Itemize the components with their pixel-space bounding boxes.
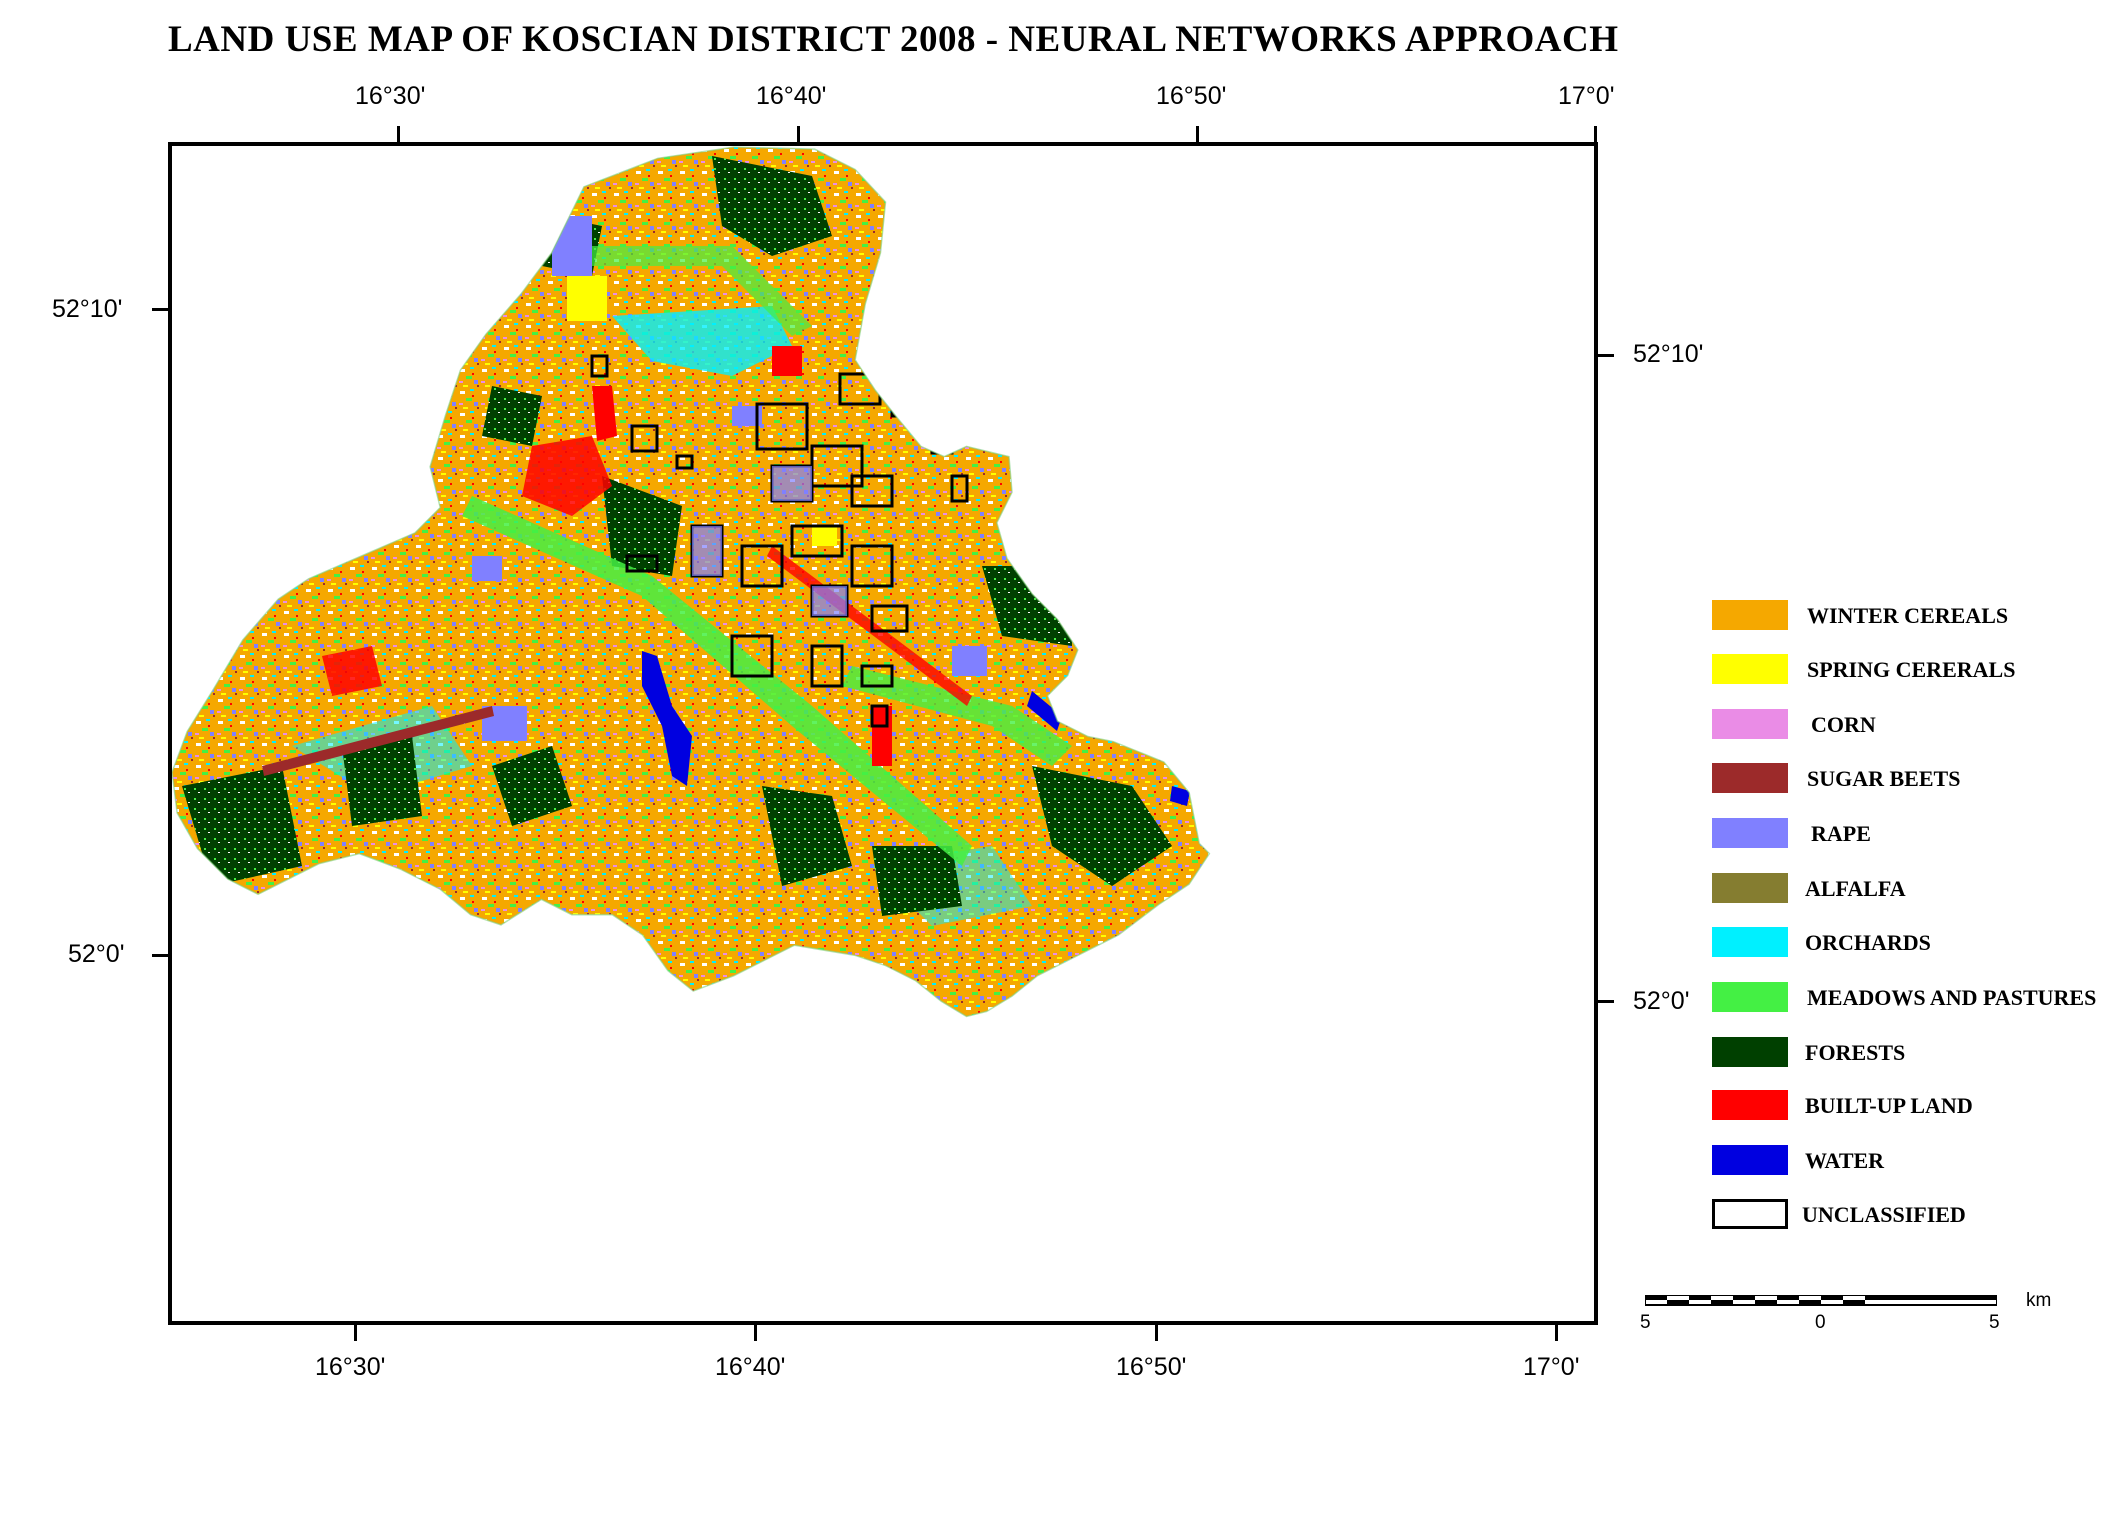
legend-label: WATER [1805, 1148, 1885, 1173]
legend-label: ORCHARDS [1805, 930, 1931, 955]
right-latitude-label: 52°0' [1633, 987, 1690, 1015]
legend-swatch [1712, 818, 1788, 848]
right-tick [1598, 1000, 1614, 1003]
legend-swatch [1712, 600, 1788, 630]
legend-item-orchards: ORCHARDS [1712, 925, 2122, 963]
bottom-longitude-label: 16°30' [315, 1353, 386, 1381]
left-tick [152, 954, 168, 957]
legend-item-alfalfa: ALFALFA [1712, 871, 2122, 909]
legend-item-meadows-and-pastures: MEADOWS AND PASTURES [1712, 980, 2122, 1018]
scale-label-left: 5 [1640, 1312, 1651, 1333]
top-longitude-label: 16°50' [1156, 82, 1227, 110]
legend-label: MEADOWS AND PASTURES [1807, 985, 2097, 1010]
legend-label: CORN [1811, 712, 1876, 737]
bottom-tick [1155, 1325, 1158, 1341]
district-area [172, 146, 1211, 1018]
legend-swatch [1712, 927, 1788, 957]
legend-label: ALFALFA [1805, 876, 1906, 901]
top-longitude-label: 17°0' [1558, 82, 1615, 110]
scale-label-right: 5 [1989, 1312, 2000, 1333]
bottom-longitude-label: 17°0' [1523, 1353, 1580, 1381]
bottom-tick [354, 1325, 357, 1341]
bottom-longitude-label: 16°50' [1116, 1353, 1187, 1381]
legend-item-forests: FORESTS [1712, 1035, 2122, 1073]
legend-label: RAPE [1811, 821, 1871, 846]
legend-item-winter-cereals: WINTER CEREALS [1712, 598, 2122, 636]
scale-unit: km [2026, 1290, 2052, 1311]
top-tick [397, 126, 400, 142]
legend-swatch [1712, 873, 1788, 903]
legend-label: FORESTS [1805, 1040, 1906, 1065]
legend-label: SPRING CERERALS [1807, 657, 2016, 682]
top-longitude-label: 16°40' [756, 82, 827, 110]
legend-swatch [1712, 763, 1788, 793]
scale-bar [1645, 1295, 1997, 1306]
legend-swatch [1712, 1037, 1788, 1067]
map-title: LAND USE MAP OF KOSCIAN DISTRICT 2008 - … [168, 19, 1619, 60]
top-tick [1594, 126, 1597, 142]
right-tick [1598, 354, 1614, 357]
left-latitude-label: 52°10' [52, 295, 123, 323]
bottom-tick [754, 1325, 757, 1341]
legend-item-corn: CORN [1712, 707, 2122, 745]
legend-swatch [1712, 654, 1788, 684]
left-tick [152, 308, 168, 311]
scale-label-middle: 0 [1815, 1312, 1826, 1333]
map-frame [168, 142, 1598, 1325]
legend-swatch [1712, 1145, 1788, 1175]
legend-swatch [1712, 709, 1788, 739]
legend-item-water: WATER [1712, 1143, 2122, 1181]
legend-label: SUGAR BEETS [1807, 766, 1961, 791]
legend-swatch [1712, 982, 1788, 1012]
legend-label: BUILT-UP LAND [1805, 1093, 1973, 1118]
bottom-longitude-label: 16°40' [715, 1353, 786, 1381]
top-tick [1196, 126, 1199, 142]
legend-item-sugar-beets: SUGAR BEETS [1712, 761, 2122, 799]
legend-label: UNCLASSIFIED [1802, 1202, 1966, 1227]
legend-swatch [1712, 1199, 1788, 1229]
land-use-map [172, 146, 1211, 1018]
legend-item-built-up-land: BUILT-UP LAND [1712, 1088, 2122, 1126]
legend-item-unclassified: UNCLASSIFIED [1712, 1197, 2122, 1235]
legend-label: WINTER CEREALS [1807, 603, 2009, 628]
legend-swatch [1712, 1090, 1788, 1120]
legend-item-spring-cereals: SPRING CERERALS [1712, 652, 2122, 690]
left-latitude-label: 52°0' [68, 940, 125, 968]
right-latitude-label: 52°10' [1633, 340, 1704, 368]
top-longitude-label: 16°30' [355, 82, 426, 110]
top-tick [797, 126, 800, 142]
legend-item-rape: RAPE [1712, 816, 2122, 854]
bottom-tick [1555, 1325, 1558, 1341]
